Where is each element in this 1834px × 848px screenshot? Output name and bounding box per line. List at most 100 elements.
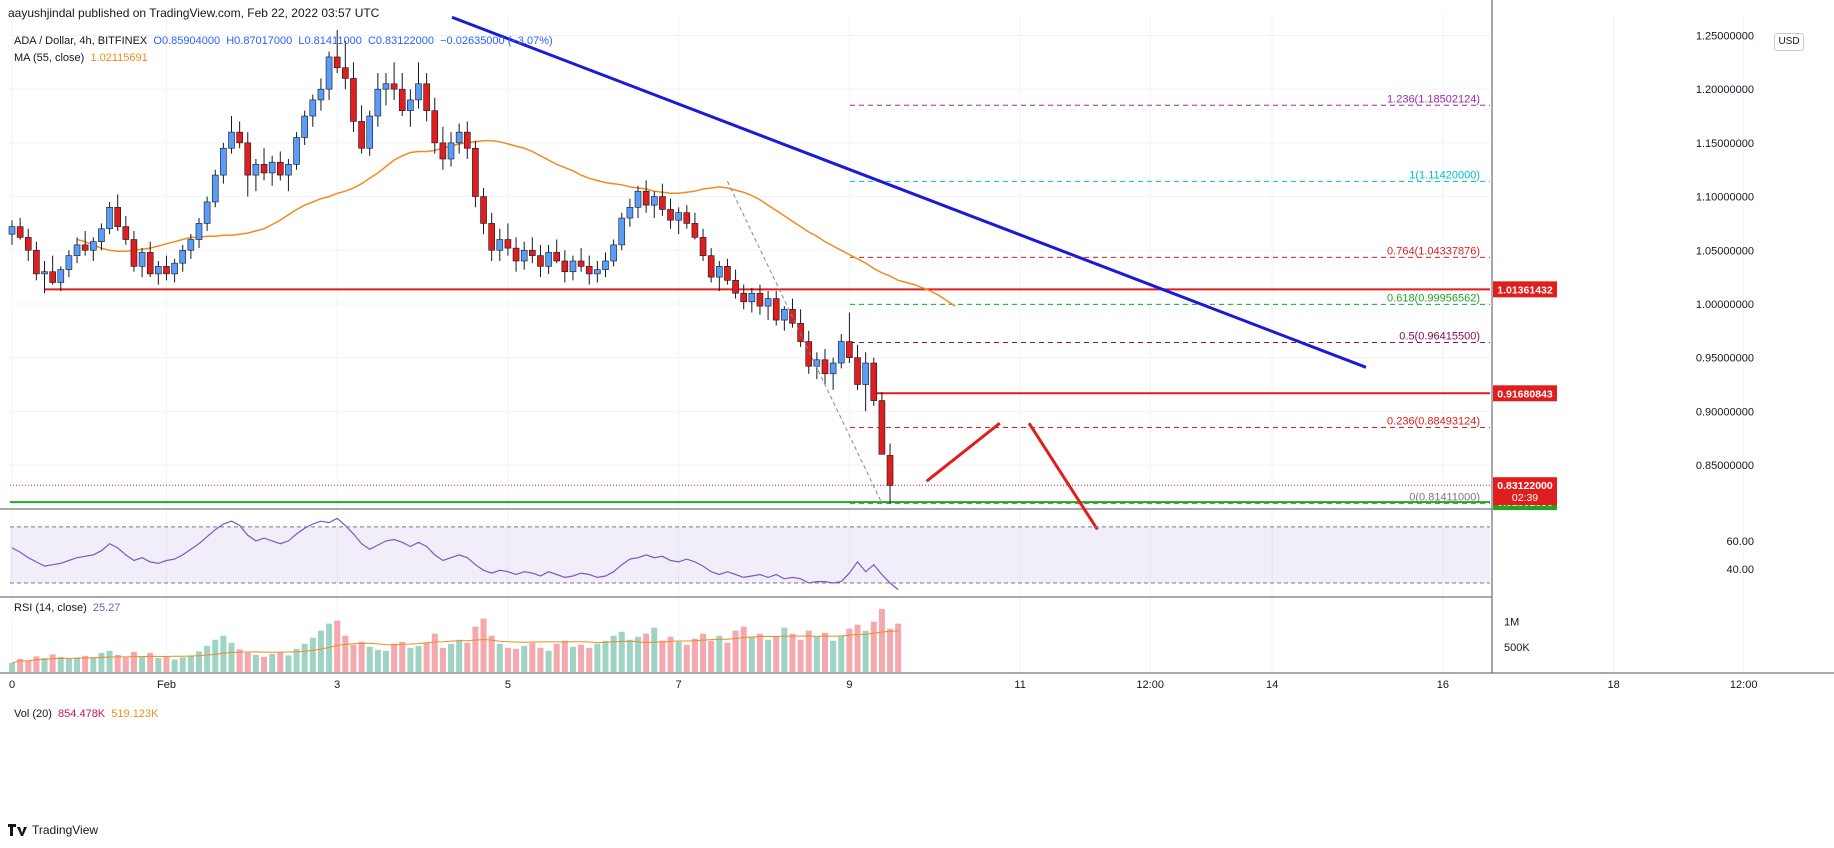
volume-bar (374, 649, 381, 672)
candle-body (667, 209, 674, 221)
fib-level-label: 0.236(0.88493124) (1387, 416, 1480, 428)
volume-bar (17, 658, 24, 672)
candle-body (642, 190, 650, 206)
candle-body (130, 239, 138, 267)
volume-bar (521, 645, 528, 672)
volume-bar (456, 639, 463, 672)
volume-bar (204, 645, 211, 672)
volume-bar (683, 644, 690, 672)
volume-bar (789, 633, 796, 672)
volume-bar (504, 647, 511, 672)
candle-body (781, 309, 788, 321)
projection-down-arrow (1027, 422, 1099, 531)
candle-body (8, 226, 16, 235)
volume-bar (358, 641, 365, 672)
volume-bar (659, 640, 666, 672)
volume-bar (244, 652, 251, 672)
volume-bar (448, 643, 455, 672)
volume-bar (781, 627, 788, 672)
time-tick-label: 18 (1607, 679, 1619, 691)
candle-body (41, 271, 48, 275)
time-tick-label: 9 (846, 679, 852, 691)
price-tick-label: 0.85000000 (1696, 460, 1754, 472)
volume-bar (724, 642, 731, 672)
volume-label: Vol (20) (14, 708, 52, 720)
volume-bar (496, 643, 503, 672)
candle-body (24, 237, 32, 251)
volume-bar (122, 657, 129, 672)
volume-bar (293, 648, 300, 672)
candle-body (163, 266, 170, 275)
price-tick-label: 1.00000000 (1696, 299, 1754, 311)
candle-body (537, 255, 544, 267)
volume-bar (716, 635, 723, 672)
volume-bar (578, 644, 585, 672)
volume-bar (431, 633, 438, 672)
volume-bar (813, 636, 820, 672)
candle-body (455, 131, 463, 144)
candle-body (675, 212, 682, 221)
volume-bar (171, 659, 178, 672)
volume-bar (155, 657, 162, 672)
candle-body (756, 292, 764, 307)
candle-body (577, 260, 585, 267)
time-tick-label: 14 (1266, 679, 1278, 691)
volume-bar (423, 642, 430, 672)
tradingview-brand[interactable]: TradingView (8, 823, 98, 837)
fib-level-label: 0.618(0.99956562) (1387, 292, 1480, 304)
candle-body (390, 83, 398, 90)
volume-bar (472, 626, 479, 672)
volume-bar (667, 636, 674, 672)
rsi-legend[interactable]: RSI (14, close) 25.27 (14, 602, 120, 614)
time-tick-label: 11 (1014, 679, 1025, 691)
volume-bar (830, 640, 837, 672)
volume-bar (33, 656, 40, 672)
volume-bar (269, 653, 276, 672)
candle-body (472, 147, 479, 197)
volume-bar (846, 628, 853, 672)
volume-bar (317, 630, 324, 672)
candle-body (407, 99, 414, 111)
publisher-line: aayushjindal published on TradingView.co… (8, 6, 380, 20)
volume-bar (895, 623, 902, 672)
fib-level-label: 0.5(0.96415500) (1399, 330, 1480, 342)
candle-body (854, 357, 861, 385)
fib-level-label: 0.764(1.04337876) (1387, 245, 1480, 257)
price-tick-label: 1.10000000 (1696, 192, 1754, 204)
candle-body (423, 83, 430, 111)
candle-body (732, 280, 739, 294)
volume-bar (635, 636, 642, 672)
volume-bar (212, 639, 219, 672)
candle-body (439, 142, 447, 160)
price-tick-label: 1.25000000 (1696, 30, 1754, 42)
candle-body (155, 266, 162, 275)
price-level-badge: 0.91680843 (1497, 388, 1553, 400)
candle-body (203, 201, 211, 224)
volume-bar (805, 630, 812, 672)
time-tick-label: 7 (676, 679, 682, 691)
volume-bar (488, 635, 495, 672)
candle-body (447, 142, 455, 160)
brand-name: TradingView (32, 823, 99, 837)
candle-body (114, 207, 121, 227)
candle-body (350, 78, 357, 122)
volume-bar (561, 640, 568, 672)
volume-bar (878, 609, 885, 672)
currency-button[interactable]: USD (1774, 33, 1804, 51)
trend-line (451, 15, 1367, 369)
volume-bar (537, 647, 544, 672)
ma-legend[interactable]: MA (55, close) 1.02115691 (14, 52, 148, 64)
volume-legend[interactable]: Vol (20) 854.478K 519.123K (14, 708, 158, 720)
price-level-badge-countdown: 02:39 (1512, 492, 1538, 504)
candle-body (520, 249, 528, 262)
volume-bar (163, 656, 170, 672)
volume-bar (773, 636, 780, 672)
candle-body (805, 341, 813, 367)
candle-body (81, 244, 89, 251)
volume-bar (82, 655, 89, 672)
candle-body (821, 359, 829, 375)
volume-bar (740, 626, 747, 672)
symbol-legend[interactable]: ADA / Dollar, 4h, BITFINEX O0.85904000 H… (14, 35, 553, 47)
candle-body (220, 147, 227, 176)
